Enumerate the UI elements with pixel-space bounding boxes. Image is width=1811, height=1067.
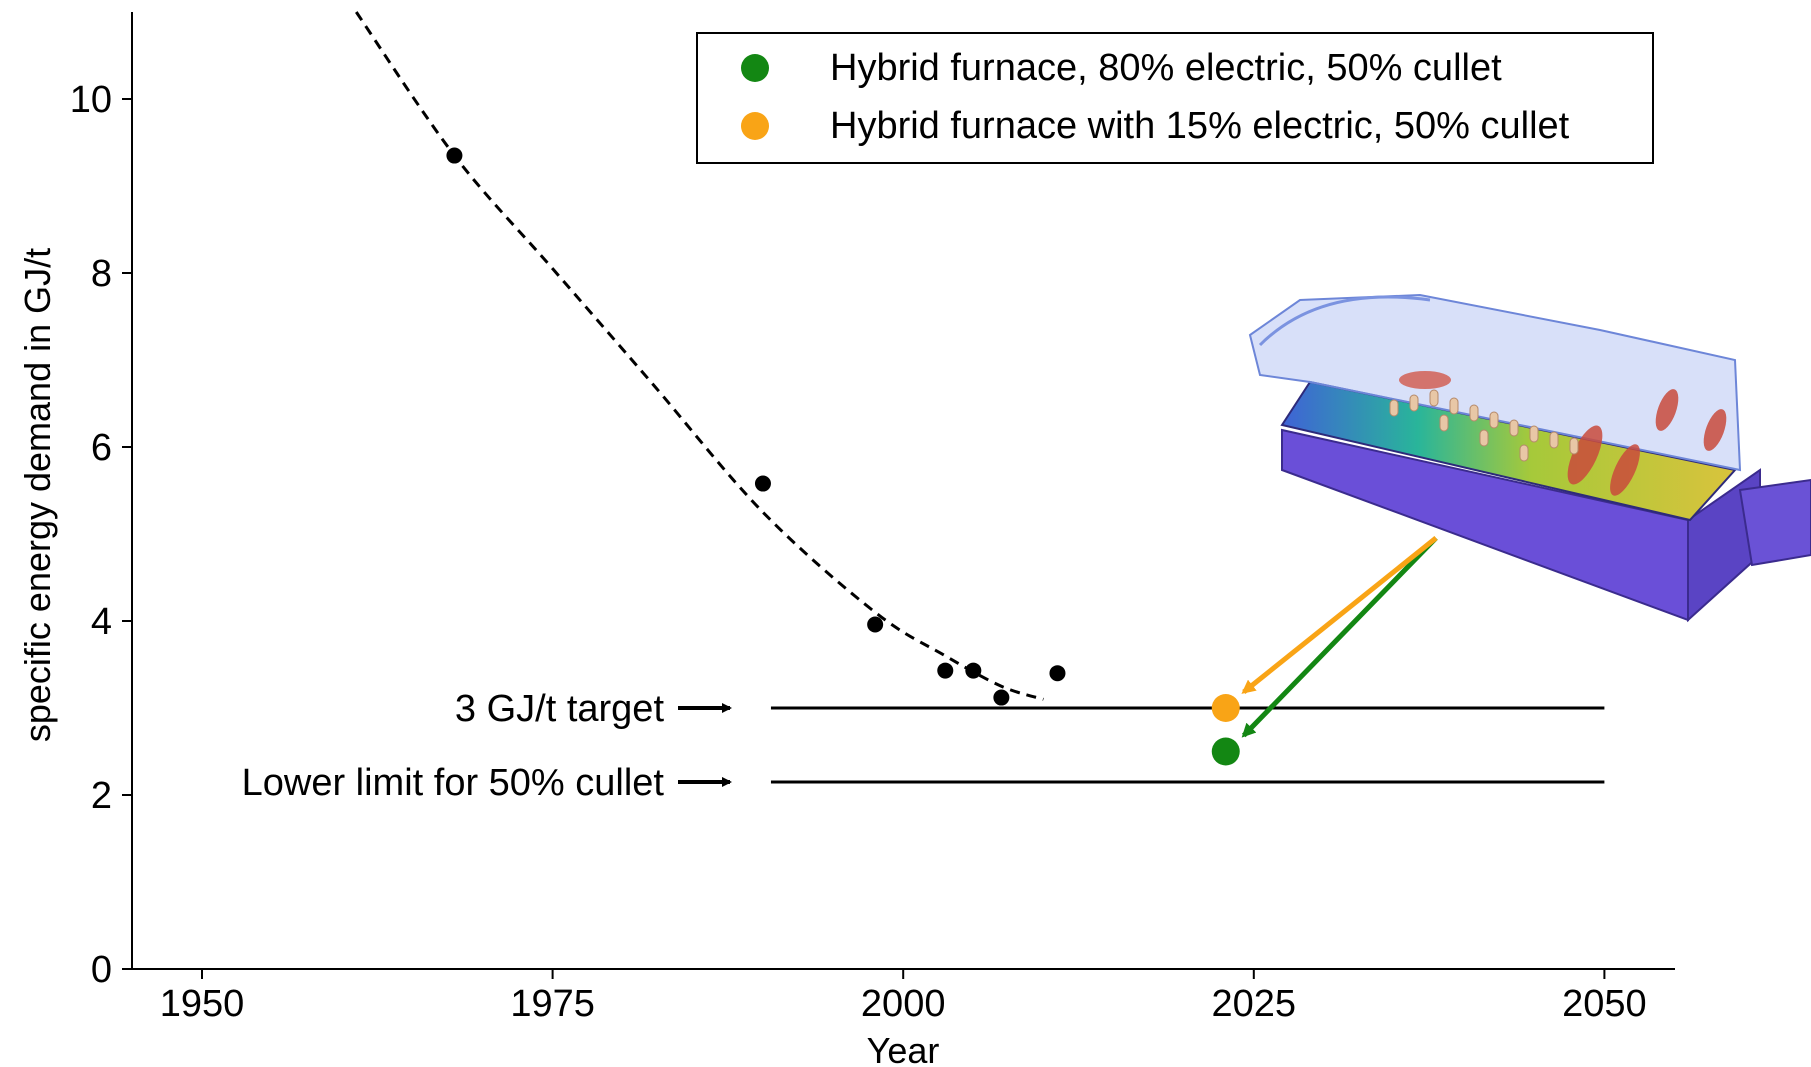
historical-points <box>446 147 1066 706</box>
furnace-crown <box>1258 295 1431 347</box>
y-tick-label: 8 <box>91 253 112 295</box>
y-tick-label: 4 <box>91 601 112 643</box>
legend-box <box>696 32 1654 164</box>
reference-lines <box>678 703 1605 787</box>
flame <box>1703 409 1727 451</box>
x-tick-label: 2050 <box>1562 983 1647 1025</box>
legend-label-80-electric: Hybrid furnace, 80% electric, 50% cullet <box>830 47 1502 89</box>
pointer-arrows <box>1241 536 1438 738</box>
historical-point <box>965 662 982 679</box>
series-points <box>1211 694 1240 766</box>
y-tick-label: 6 <box>91 427 112 469</box>
trend-curve <box>355 11 1044 701</box>
hybrid-point <box>1211 737 1240 766</box>
lower-limit-annotation: Lower limit for 50% cullet <box>242 762 665 804</box>
x-ticks: 1950 1975 2000 2025 2050 <box>160 969 1647 1025</box>
legend-marker-80-electric <box>741 54 769 82</box>
historical-point <box>446 147 463 164</box>
x-tick-label: 2000 <box>861 983 946 1025</box>
historical-point <box>937 662 954 679</box>
pointer-arrow <box>1241 536 1438 694</box>
y-tick-label: 10 <box>70 79 112 121</box>
y-axis-title: specific energy demand in GJ/t <box>17 248 58 742</box>
y-ticks: 0 2 4 6 8 10 <box>70 79 132 991</box>
x-tick-label: 1950 <box>160 983 245 1025</box>
target-annotation: 3 GJ/t target <box>455 688 665 730</box>
flame <box>1399 371 1451 389</box>
x-tick-label: 1975 <box>510 983 595 1025</box>
pointer-arrow <box>1241 536 1438 738</box>
legend-marker-15-electric <box>741 112 769 140</box>
flame <box>1610 444 1640 496</box>
furnace-outlet <box>1738 478 1811 567</box>
historical-point <box>1049 665 1066 682</box>
flame <box>1567 425 1603 485</box>
legend-label-15-electric: Hybrid furnace with 15% electric, 50% cu… <box>830 105 1570 147</box>
hybrid-point <box>1211 694 1240 722</box>
x-axis-title: Year <box>867 1030 940 1067</box>
flame <box>1655 389 1679 431</box>
historical-point <box>867 616 884 633</box>
y-tick-label: 0 <box>91 949 112 991</box>
furnace-superstructure <box>1248 293 1742 472</box>
y-tick-label: 2 <box>91 775 112 817</box>
electrodes <box>1389 389 1579 462</box>
historical-point <box>754 475 771 492</box>
legend: Hybrid furnace, 80% electric, 50% cullet… <box>696 32 1654 164</box>
furnace-illustration <box>1248 293 1811 623</box>
historical-point <box>993 689 1010 706</box>
x-tick-label: 2025 <box>1212 983 1297 1025</box>
